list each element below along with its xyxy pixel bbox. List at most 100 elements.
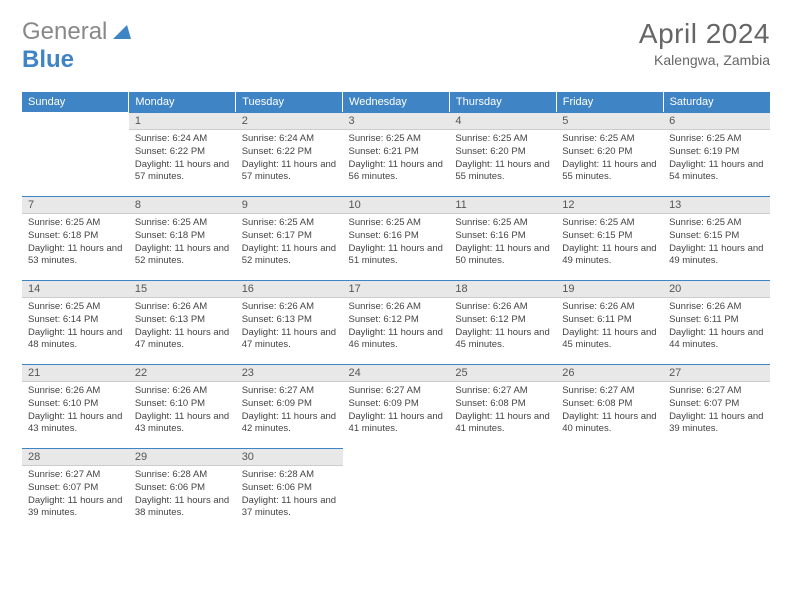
- day-number: 23: [236, 364, 343, 382]
- day-number: 8: [129, 196, 236, 214]
- day-number: 16: [236, 280, 343, 298]
- day-details: Sunrise: 6:25 AMSunset: 6:14 PMDaylight:…: [22, 298, 129, 357]
- calendar-header-row: SundayMondayTuesdayWednesdayThursdayFrid…: [22, 92, 770, 112]
- day-number: 21: [22, 364, 129, 382]
- day-number: 13: [663, 196, 770, 214]
- day-number: 11: [449, 196, 556, 214]
- calendar-cell: 12Sunrise: 6:25 AMSunset: 6:15 PMDayligh…: [556, 196, 663, 280]
- day-details: Sunrise: 6:26 AMSunset: 6:12 PMDaylight:…: [449, 298, 556, 357]
- day-details: Sunrise: 6:26 AMSunset: 6:11 PMDaylight:…: [663, 298, 770, 357]
- calendar-cell: 28Sunrise: 6:27 AMSunset: 6:07 PMDayligh…: [22, 448, 129, 532]
- day-details: Sunrise: 6:27 AMSunset: 6:08 PMDaylight:…: [556, 382, 663, 441]
- calendar-cell: 26Sunrise: 6:27 AMSunset: 6:08 PMDayligh…: [556, 364, 663, 448]
- calendar-cell: 5Sunrise: 6:25 AMSunset: 6:20 PMDaylight…: [556, 112, 663, 196]
- calendar-cell: 29Sunrise: 6:28 AMSunset: 6:06 PMDayligh…: [129, 448, 236, 532]
- day-details: Sunrise: 6:26 AMSunset: 6:13 PMDaylight:…: [129, 298, 236, 357]
- day-number: 3: [343, 112, 450, 130]
- day-number: 9: [236, 196, 343, 214]
- logo-text-general: General: [22, 18, 107, 46]
- day-number: 29: [129, 448, 236, 466]
- day-details: Sunrise: 6:25 AMSunset: 6:20 PMDaylight:…: [556, 130, 663, 189]
- calendar-cell: 4Sunrise: 6:25 AMSunset: 6:20 PMDaylight…: [449, 112, 556, 196]
- day-details: Sunrise: 6:26 AMSunset: 6:12 PMDaylight:…: [343, 298, 450, 357]
- calendar-cell: 14Sunrise: 6:25 AMSunset: 6:14 PMDayligh…: [22, 280, 129, 364]
- month-title: April 2024: [639, 18, 770, 50]
- day-details: Sunrise: 6:26 AMSunset: 6:13 PMDaylight:…: [236, 298, 343, 357]
- title-block: April 2024 Kalengwa, Zambia: [639, 18, 770, 68]
- day-details: Sunrise: 6:27 AMSunset: 6:08 PMDaylight:…: [449, 382, 556, 441]
- day-details: Sunrise: 6:25 AMSunset: 6:15 PMDaylight:…: [556, 214, 663, 273]
- dow-header: Friday: [556, 92, 663, 112]
- calendar-cell: 2Sunrise: 6:24 AMSunset: 6:22 PMDaylight…: [236, 112, 343, 196]
- calendar-cell: 16Sunrise: 6:26 AMSunset: 6:13 PMDayligh…: [236, 280, 343, 364]
- day-details: Sunrise: 6:24 AMSunset: 6:22 PMDaylight:…: [129, 130, 236, 189]
- dow-header: Thursday: [449, 92, 556, 112]
- calendar-cell: 11Sunrise: 6:25 AMSunset: 6:16 PMDayligh…: [449, 196, 556, 280]
- calendar-cell: [343, 448, 450, 532]
- calendar-cell: 22Sunrise: 6:26 AMSunset: 6:10 PMDayligh…: [129, 364, 236, 448]
- day-number: 14: [22, 280, 129, 298]
- calendar-cell: 24Sunrise: 6:27 AMSunset: 6:09 PMDayligh…: [343, 364, 450, 448]
- calendar-row: 1Sunrise: 6:24 AMSunset: 6:22 PMDaylight…: [22, 112, 770, 196]
- day-number: 19: [556, 280, 663, 298]
- day-number: 25: [449, 364, 556, 382]
- calendar-cell: 23Sunrise: 6:27 AMSunset: 6:09 PMDayligh…: [236, 364, 343, 448]
- day-number: 17: [343, 280, 450, 298]
- calendar-row: 28Sunrise: 6:27 AMSunset: 6:07 PMDayligh…: [22, 448, 770, 532]
- day-number: 24: [343, 364, 450, 382]
- day-number: 7: [22, 196, 129, 214]
- calendar-table: SundayMondayTuesdayWednesdayThursdayFrid…: [22, 92, 770, 532]
- day-details: Sunrise: 6:25 AMSunset: 6:16 PMDaylight:…: [449, 214, 556, 273]
- day-details: Sunrise: 6:25 AMSunset: 6:19 PMDaylight:…: [663, 130, 770, 189]
- day-number: 22: [129, 364, 236, 382]
- calendar-row: 14Sunrise: 6:25 AMSunset: 6:14 PMDayligh…: [22, 280, 770, 364]
- day-details: Sunrise: 6:25 AMSunset: 6:18 PMDaylight:…: [22, 214, 129, 273]
- day-number: 26: [556, 364, 663, 382]
- day-details: Sunrise: 6:26 AMSunset: 6:11 PMDaylight:…: [556, 298, 663, 357]
- calendar-cell: 19Sunrise: 6:26 AMSunset: 6:11 PMDayligh…: [556, 280, 663, 364]
- calendar-cell: 6Sunrise: 6:25 AMSunset: 6:19 PMDaylight…: [663, 112, 770, 196]
- day-details: Sunrise: 6:27 AMSunset: 6:09 PMDaylight:…: [236, 382, 343, 441]
- day-details: Sunrise: 6:24 AMSunset: 6:22 PMDaylight:…: [236, 130, 343, 189]
- day-details: Sunrise: 6:25 AMSunset: 6:15 PMDaylight:…: [663, 214, 770, 273]
- day-number: 1: [129, 112, 236, 130]
- calendar-cell: 7Sunrise: 6:25 AMSunset: 6:18 PMDaylight…: [22, 196, 129, 280]
- calendar-cell: 3Sunrise: 6:25 AMSunset: 6:21 PMDaylight…: [343, 112, 450, 196]
- day-number: 4: [449, 112, 556, 130]
- day-number: 2: [236, 112, 343, 130]
- calendar-cell: 18Sunrise: 6:26 AMSunset: 6:12 PMDayligh…: [449, 280, 556, 364]
- calendar-cell: 21Sunrise: 6:26 AMSunset: 6:10 PMDayligh…: [22, 364, 129, 448]
- calendar-cell: 20Sunrise: 6:26 AMSunset: 6:11 PMDayligh…: [663, 280, 770, 364]
- calendar-cell: [663, 448, 770, 532]
- day-details: Sunrise: 6:26 AMSunset: 6:10 PMDaylight:…: [22, 382, 129, 441]
- day-number: 28: [22, 448, 129, 466]
- location: Kalengwa, Zambia: [639, 52, 770, 68]
- calendar-cell: 17Sunrise: 6:26 AMSunset: 6:12 PMDayligh…: [343, 280, 450, 364]
- day-number: 27: [663, 364, 770, 382]
- logo-text-blue: Blue: [22, 46, 74, 73]
- day-details: Sunrise: 6:26 AMSunset: 6:10 PMDaylight:…: [129, 382, 236, 441]
- dow-header: Tuesday: [236, 92, 343, 112]
- calendar-cell: 30Sunrise: 6:28 AMSunset: 6:06 PMDayligh…: [236, 448, 343, 532]
- day-details: Sunrise: 6:25 AMSunset: 6:20 PMDaylight:…: [449, 130, 556, 189]
- day-details: Sunrise: 6:27 AMSunset: 6:09 PMDaylight:…: [343, 382, 450, 441]
- calendar-cell: 9Sunrise: 6:25 AMSunset: 6:17 PMDaylight…: [236, 196, 343, 280]
- calendar-row: 21Sunrise: 6:26 AMSunset: 6:10 PMDayligh…: [22, 364, 770, 448]
- day-details: Sunrise: 6:28 AMSunset: 6:06 PMDaylight:…: [236, 466, 343, 525]
- calendar-cell: [22, 112, 129, 196]
- day-number: 10: [343, 196, 450, 214]
- calendar-cell: 8Sunrise: 6:25 AMSunset: 6:18 PMDaylight…: [129, 196, 236, 280]
- logo-icon: [113, 23, 135, 44]
- calendar-cell: 10Sunrise: 6:25 AMSunset: 6:16 PMDayligh…: [343, 196, 450, 280]
- day-number: 5: [556, 112, 663, 130]
- day-number: 20: [663, 280, 770, 298]
- logo: General: [22, 18, 137, 46]
- calendar-body: 1Sunrise: 6:24 AMSunset: 6:22 PMDaylight…: [22, 112, 770, 532]
- day-details: Sunrise: 6:25 AMSunset: 6:18 PMDaylight:…: [129, 214, 236, 273]
- day-number: 30: [236, 448, 343, 466]
- dow-header: Monday: [129, 92, 236, 112]
- calendar-cell: 13Sunrise: 6:25 AMSunset: 6:15 PMDayligh…: [663, 196, 770, 280]
- calendar-cell: 25Sunrise: 6:27 AMSunset: 6:08 PMDayligh…: [449, 364, 556, 448]
- calendar-cell: 15Sunrise: 6:26 AMSunset: 6:13 PMDayligh…: [129, 280, 236, 364]
- calendar-cell: 1Sunrise: 6:24 AMSunset: 6:22 PMDaylight…: [129, 112, 236, 196]
